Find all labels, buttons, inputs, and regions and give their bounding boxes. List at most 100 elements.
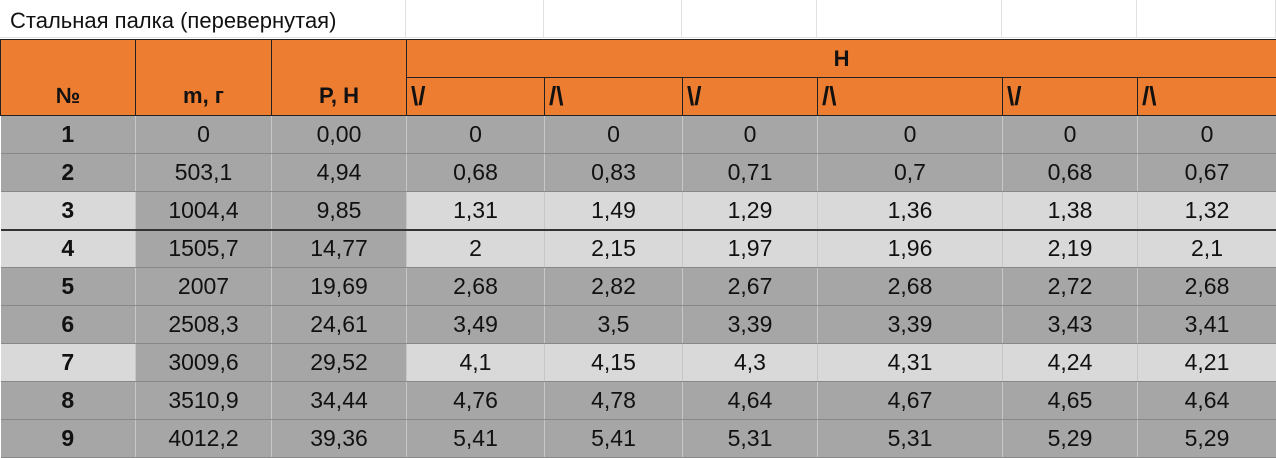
value-cell[interactable]: 1,97	[682, 229, 818, 268]
row-number-cell[interactable]: 6	[0, 305, 136, 344]
header-sub[interactable]: /\	[817, 77, 1003, 116]
value-cell[interactable]: 4,67	[817, 381, 1003, 420]
value-cell[interactable]: 3,43	[1002, 305, 1138, 344]
value-cell[interactable]: 1,29	[682, 191, 818, 231]
value-cell[interactable]: 0	[682, 115, 818, 154]
title-cell[interactable]: Стальная палка (перевернутая)	[0, 0, 406, 38]
value-cell[interactable]: 2	[406, 229, 545, 268]
value-cell[interactable]: 1,36	[817, 191, 1003, 231]
header-sub[interactable]: /\	[1136, 77, 1276, 116]
header-sub[interactable]: /\	[544, 77, 683, 116]
row-number-cell[interactable]: 8	[0, 381, 136, 420]
value-cell[interactable]: 2,82	[544, 267, 683, 306]
row-number-cell[interactable]: 3	[0, 191, 136, 231]
mass-cell[interactable]: 0	[135, 115, 272, 154]
value-cell[interactable]: 4,15	[544, 343, 683, 382]
mass-cell[interactable]: 1004,4	[135, 191, 272, 231]
empty-cell[interactable]	[1002, 0, 1137, 38]
row-number-cell[interactable]: 5	[0, 267, 136, 306]
value-cell[interactable]: 2,72	[1002, 267, 1138, 306]
header-sub[interactable]: \/	[1002, 77, 1138, 116]
weight-cell[interactable]: 9,85	[271, 191, 407, 231]
row-number-cell[interactable]: 2	[0, 153, 136, 192]
mass-cell[interactable]: 503,1	[135, 153, 272, 192]
value-cell[interactable]: 0	[1002, 115, 1138, 154]
value-cell[interactable]: 4,64	[682, 381, 818, 420]
value-cell[interactable]: 5,29	[1137, 419, 1276, 458]
value-cell[interactable]: 3,39	[817, 305, 1003, 344]
value-cell[interactable]: 0,83	[544, 153, 683, 192]
value-cell[interactable]: 2,67	[682, 267, 818, 306]
weight-cell[interactable]: 4,94	[271, 153, 407, 192]
weight-cell[interactable]: 39,36	[271, 419, 407, 458]
value-cell[interactable]: 4,76	[406, 381, 545, 420]
value-cell[interactable]: 0	[1137, 115, 1276, 154]
value-cell[interactable]: 5,29	[1002, 419, 1138, 458]
value-cell[interactable]: 4,1	[406, 343, 545, 382]
empty-cell[interactable]	[544, 0, 682, 38]
mass-cell[interactable]: 3009,6	[135, 343, 272, 382]
header-mass[interactable]: m, г	[135, 39, 272, 116]
value-cell[interactable]: 1,32	[1137, 191, 1276, 231]
table-row: 5 2007 19,69 2,68 2,82 2,67 2,68 2,72 2,68	[0, 267, 1276, 306]
row-number-cell[interactable]: 1	[0, 115, 136, 154]
value-cell[interactable]: 2,68	[406, 267, 545, 306]
value-cell[interactable]: 1,31	[406, 191, 545, 231]
weight-cell[interactable]: 24,61	[271, 305, 407, 344]
value-cell[interactable]: 0,68	[406, 153, 545, 192]
weight-cell[interactable]: 19,69	[271, 267, 407, 306]
value-cell[interactable]: 4,21	[1137, 343, 1276, 382]
header-number[interactable]: №	[0, 39, 136, 116]
value-cell[interactable]: 4,65	[1002, 381, 1138, 420]
weight-cell[interactable]: 29,52	[271, 343, 407, 382]
value-cell[interactable]: 0,67	[1137, 153, 1276, 192]
row-number-cell[interactable]: 9	[0, 419, 136, 458]
value-cell[interactable]: 2,1	[1137, 229, 1276, 268]
value-cell[interactable]: 4,31	[817, 343, 1003, 382]
value-cell[interactable]: 1,49	[544, 191, 683, 231]
value-cell[interactable]: 4,78	[544, 381, 683, 420]
value-cell[interactable]: 2,19	[1002, 229, 1138, 268]
empty-cell[interactable]	[817, 0, 1002, 38]
empty-cell[interactable]	[406, 0, 544, 38]
value-cell[interactable]: 3,49	[406, 305, 545, 344]
value-cell[interactable]: 0,71	[682, 153, 818, 192]
mass-cell[interactable]: 2007	[135, 267, 272, 306]
value-cell[interactable]: 5,31	[817, 419, 1003, 458]
value-cell[interactable]: 5,41	[406, 419, 545, 458]
empty-cell[interactable]	[1137, 0, 1276, 38]
header-weight[interactable]: P, Н	[271, 39, 407, 116]
row-number-cell[interactable]: 4	[0, 229, 136, 268]
row-number-cell[interactable]: 7	[0, 343, 136, 382]
value-cell[interactable]: 2,68	[817, 267, 1003, 306]
value-cell[interactable]: 0	[544, 115, 683, 154]
value-cell[interactable]: 3,39	[682, 305, 818, 344]
header-sub[interactable]: \/	[682, 77, 818, 116]
value-cell[interactable]: 1,38	[1002, 191, 1138, 231]
mass-cell[interactable]: 2508,3	[135, 305, 272, 344]
value-cell[interactable]: 3,5	[544, 305, 683, 344]
data-table: № m, г P, Н Н \/ /\ \/ /\ \/ /\ 1 0 0,00 0 0…	[0, 39, 1276, 458]
mass-cell[interactable]: 1505,7	[135, 229, 272, 268]
value-cell[interactable]: 0	[406, 115, 545, 154]
mass-cell[interactable]: 3510,9	[135, 381, 272, 420]
value-cell[interactable]: 0,7	[817, 153, 1003, 192]
value-cell[interactable]: 0	[817, 115, 1003, 154]
weight-cell[interactable]: 14,77	[271, 229, 407, 268]
value-cell[interactable]: 5,41	[544, 419, 683, 458]
value-cell[interactable]: 2,68	[1137, 267, 1276, 306]
weight-cell[interactable]: 0,00	[271, 115, 407, 154]
empty-cell[interactable]	[682, 0, 817, 38]
value-cell[interactable]: 4,64	[1137, 381, 1276, 420]
value-cell[interactable]: 3,41	[1137, 305, 1276, 344]
value-cell[interactable]: 0,68	[1002, 153, 1138, 192]
header-sub[interactable]: \/	[406, 77, 545, 116]
value-cell[interactable]: 2,15	[544, 229, 683, 268]
header-group[interactable]: Н	[405, 39, 1276, 78]
value-cell[interactable]: 1,96	[817, 229, 1003, 268]
value-cell[interactable]: 4,3	[682, 343, 818, 382]
weight-cell[interactable]: 34,44	[271, 381, 407, 420]
mass-cell[interactable]: 4012,2	[135, 419, 272, 458]
value-cell[interactable]: 4,24	[1002, 343, 1138, 382]
value-cell[interactable]: 5,31	[682, 419, 818, 458]
